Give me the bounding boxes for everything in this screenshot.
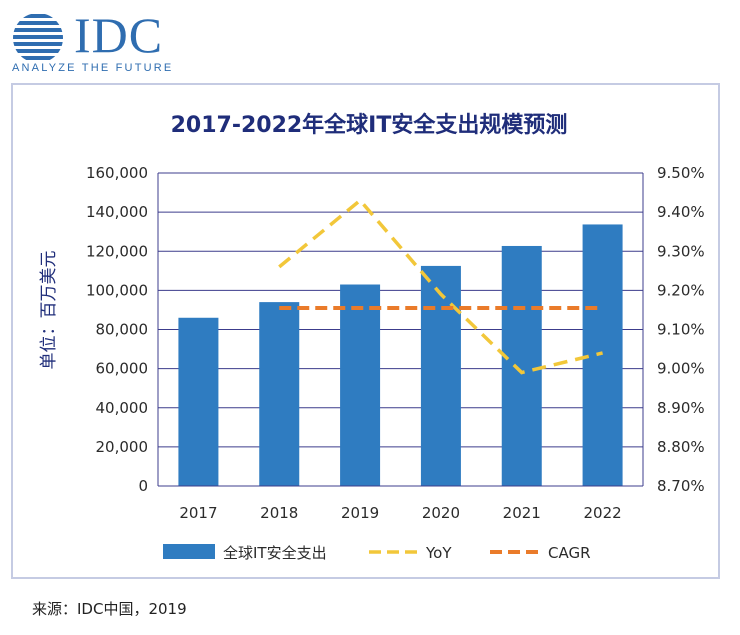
y2-tick-label: 9.00% xyxy=(657,360,705,378)
logo-wordmark: IDC xyxy=(74,7,164,63)
legend: 全球IT安全支出 YoY CAGR xyxy=(163,544,591,562)
y-tick-label: 20,000 xyxy=(96,438,149,456)
y2-tick-label: 8.90% xyxy=(657,399,705,417)
idc-logo: IDC ANALYZE THE FUTURE xyxy=(10,7,180,76)
legend-label: YoY xyxy=(425,544,452,562)
x-axis-ticks: 2017 2018 2019 2020 2021 2022 xyxy=(179,504,621,522)
y2-tick-label: 9.20% xyxy=(657,281,705,299)
x-tick-label: 2020 xyxy=(422,504,460,522)
axes xyxy=(157,173,644,487)
y-tick-label: 160,000 xyxy=(86,164,148,182)
bar xyxy=(340,284,381,486)
chart-frame: 2017-2022年全球IT安全支出规模预测 0 20,000 40,000 60,0… xyxy=(11,83,720,579)
x-tick-label: 2019 xyxy=(341,504,379,522)
x-tick-label: 2021 xyxy=(503,504,541,522)
y-tick-label: 60,000 xyxy=(96,360,149,378)
y2-axis-ticks: 8.70% 8.80% 8.90% 9.00% 9.10% 9.20% 9.30% 9.40%… xyxy=(657,164,705,495)
chart-title: 2017-2022年全球IT安全支出规模预测 xyxy=(171,112,568,138)
y-tick-label: 80,000 xyxy=(96,321,149,339)
y-axis-ticks: 0 20,000 40,000 60,000 80,000 100,000 120,000 1… xyxy=(86,164,148,495)
x-tick-label: 2022 xyxy=(583,504,621,522)
x-tick-label: 2017 xyxy=(179,504,217,522)
y2-tick-label: 9.50% xyxy=(657,164,705,182)
globe-icon xyxy=(13,14,63,60)
bar-series xyxy=(178,224,623,486)
y-tick-label: 120,000 xyxy=(86,242,148,260)
legend-swatch-bar xyxy=(163,544,215,559)
y-tick-label: 40,000 xyxy=(96,399,149,417)
y2-tick-label: 9.40% xyxy=(657,203,705,221)
source-note: 来源：IDC中国，2019 xyxy=(32,600,187,618)
chart: 2017-2022年全球IT安全支出规模预测 0 20,000 40,000 60,0… xyxy=(39,112,705,562)
y-axis-label: 单位：百万美元 xyxy=(39,251,59,370)
y-tick-label: 100,000 xyxy=(86,281,148,299)
legend-label: 全球IT安全支出 xyxy=(223,544,327,562)
line-series xyxy=(278,197,603,375)
y2-tick-label: 8.80% xyxy=(657,438,705,456)
legend-label: CAGR xyxy=(548,544,591,562)
x-tick-label: 2018 xyxy=(260,504,298,522)
grid-lines xyxy=(158,172,643,448)
y2-tick-label: 9.10% xyxy=(657,321,705,339)
logo-tagline: ANALYZE THE FUTURE xyxy=(12,62,174,74)
y-tick-label: 0 xyxy=(138,477,148,495)
y2-tick-label: 9.30% xyxy=(657,242,705,260)
line-yoy xyxy=(278,197,603,375)
y2-tick-label: 8.70% xyxy=(657,477,705,495)
bar xyxy=(582,224,623,486)
bar xyxy=(420,265,461,486)
bar xyxy=(259,302,300,486)
y-tick-label: 140,000 xyxy=(86,203,148,221)
bar xyxy=(178,317,219,486)
bar xyxy=(501,245,542,486)
